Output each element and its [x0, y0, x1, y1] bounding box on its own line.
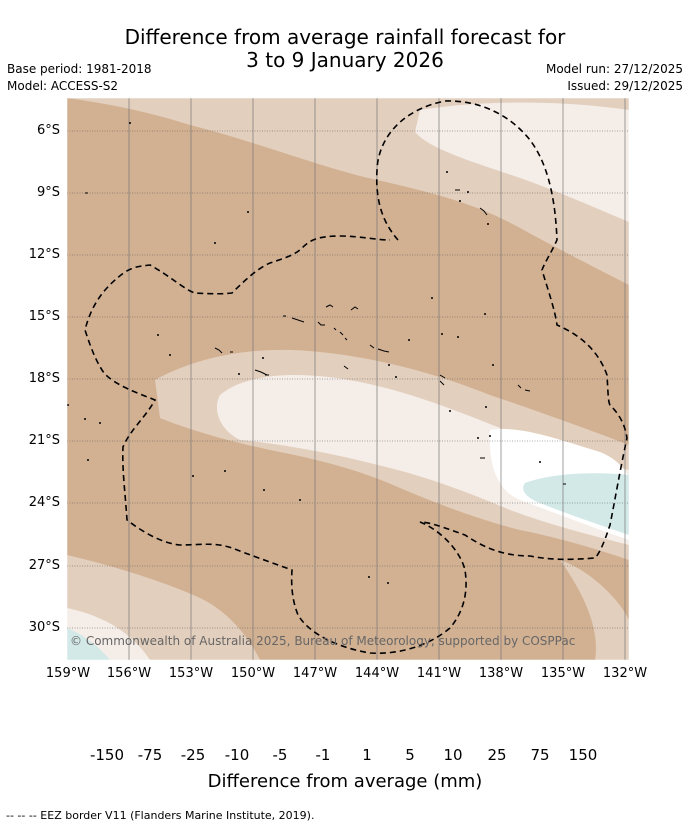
- lat-label: 6°S: [36, 123, 60, 138]
- lat-label: 15°S: [28, 309, 60, 324]
- colorbar-tick-label: 10: [443, 746, 463, 764]
- eez-legend-footer: -- -- -- EEZ border V11 (Flanders Marine…: [6, 809, 315, 822]
- colorbar-tick-label: 75: [530, 746, 550, 764]
- light-band-central: [216, 375, 629, 545]
- lon-label: 144°W: [354, 666, 400, 681]
- wet-zone-southwest: [67, 628, 110, 660]
- colorbar-tick-label: 5: [405, 746, 415, 764]
- lon-label: 159°W: [45, 666, 91, 681]
- colorbar-tick-label: 150: [568, 746, 598, 764]
- lon-label: 138°W: [478, 666, 524, 681]
- colorbar-tick-label: -1: [315, 746, 331, 764]
- lon-label: 135°W: [540, 666, 586, 681]
- map-title-line2: 3 to 9 January 2026: [246, 48, 444, 72]
- map-title-line1: Difference from average rainfall forecas…: [124, 25, 566, 49]
- lat-label: 21°S: [28, 433, 60, 448]
- longitude-gridlines: [128, 98, 626, 660]
- dry-band-southeast: [560, 560, 629, 660]
- lon-label: 153°W: [168, 666, 214, 681]
- colorbar-title: Difference from average (mm): [207, 771, 483, 792]
- lat-label: 30°S: [28, 620, 60, 635]
- lat-label: 9°S: [36, 185, 60, 200]
- islands: [85, 189, 566, 485]
- small-islands: [67, 122, 541, 584]
- colorbar-tick-label: 1: [362, 746, 372, 764]
- lon-label: 141°W: [416, 666, 462, 681]
- eez-borders: [84, 100, 628, 655]
- map-frame: [66, 97, 630, 661]
- lon-label: 147°W: [292, 666, 338, 681]
- colorbar-tick-label: -10: [224, 746, 250, 764]
- wet-zone-east: [523, 473, 629, 535]
- lon-label: 150°W: [230, 666, 276, 681]
- lat-label: 24°S: [28, 495, 60, 510]
- lon-label: 156°W: [106, 666, 152, 681]
- lat-label: 12°S: [28, 247, 60, 262]
- base-period-text: Base period: 1981-2018: [7, 62, 152, 76]
- colorbar-tick-label: -75: [137, 746, 163, 764]
- lat-label: 27°S: [28, 558, 60, 573]
- colorbar-tick-label: -5: [272, 746, 288, 764]
- light-band-north: [415, 102, 629, 222]
- lon-label: 132°W: [602, 666, 648, 681]
- colorbar-tick-label: 25: [487, 746, 507, 764]
- lat-label: 18°S: [28, 371, 60, 386]
- issued-text: Issued: 29/12/2025: [567, 79, 683, 93]
- rainfall-map: [66, 97, 630, 661]
- model-text: Model: ACCESS-S2: [7, 79, 119, 93]
- model-run-text: Model run: 27/12/2025: [545, 62, 683, 76]
- colorbar-tick-label: -25: [180, 746, 206, 764]
- map-fill: [67, 98, 629, 660]
- colorbar-tick-label: -150: [89, 746, 125, 764]
- latitude-gridlines: [67, 130, 629, 629]
- copyright-notice: © Commonwealth of Australia 2025, Bureau…: [70, 634, 576, 648]
